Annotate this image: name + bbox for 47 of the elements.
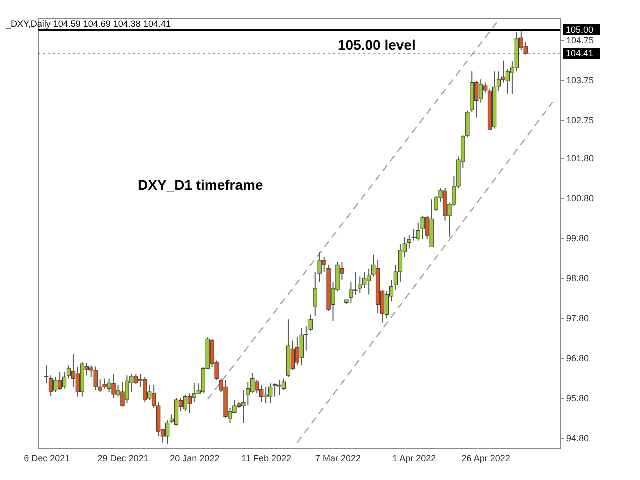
y-tick-label: 99.80 bbox=[566, 234, 590, 244]
candlestick bbox=[192, 383, 197, 402]
y-tick-label: 94.80 bbox=[566, 434, 590, 444]
candlestick bbox=[524, 42, 528, 56]
x-tick-label: 1 Apr 2022 bbox=[392, 454, 436, 464]
candlestick bbox=[62, 372, 67, 390]
ref-line-label: 105.00 bbox=[566, 25, 594, 35]
candlestick bbox=[268, 383, 273, 404]
candlestick bbox=[282, 378, 286, 391]
y-tick-label: 104.75 bbox=[566, 36, 594, 46]
candlestick bbox=[295, 337, 300, 366]
candlestick bbox=[501, 60, 506, 84]
y-tick-label: 95.80 bbox=[566, 394, 590, 404]
candlestick bbox=[183, 394, 188, 412]
candlestick bbox=[44, 365, 49, 384]
candlestick bbox=[496, 71, 502, 92]
x-tick-label: 20 Jan 2022 bbox=[170, 454, 220, 464]
y-tick-label: 98.80 bbox=[566, 274, 590, 284]
y-tick-label: 100.80 bbox=[566, 194, 594, 204]
candlestick bbox=[48, 375, 54, 397]
candlestick bbox=[76, 366, 80, 398]
x-tick-label: 29 Dec 2021 bbox=[98, 454, 149, 464]
candlestick bbox=[53, 376, 58, 392]
annotation: 105.00 level bbox=[338, 37, 416, 53]
y-tick-label: 102.75 bbox=[566, 116, 594, 126]
candlestick bbox=[398, 244, 403, 282]
candlestick bbox=[188, 393, 192, 414]
annotation: DXY_D1 timeframe bbox=[138, 177, 264, 193]
candlestick bbox=[259, 384, 264, 402]
candlestick bbox=[66, 365, 72, 380]
candlestick bbox=[506, 69, 510, 95]
candlestick bbox=[478, 79, 484, 104]
y-tick-label: 97.80 bbox=[566, 314, 590, 324]
x-tick-label: 26 Apr 2022 bbox=[462, 454, 510, 464]
x-tick-label: 7 Mar 2022 bbox=[315, 454, 362, 464]
annotation: _DXY,Daily 104.59 104.69 104.38 104.41 bbox=[5, 19, 171, 29]
x-tick-label: 6 Dec 2021 bbox=[24, 454, 70, 464]
candlestick bbox=[407, 235, 412, 250]
y-tick-label: 96.80 bbox=[566, 354, 590, 364]
x-tick-label: 11 Feb 2022 bbox=[242, 454, 292, 464]
candlestick bbox=[165, 420, 170, 445]
candlestick bbox=[272, 383, 278, 398]
y-tick-label: 103.75 bbox=[566, 76, 594, 86]
y-tick-label: 101.80 bbox=[566, 154, 594, 164]
candlestick bbox=[300, 328, 304, 366]
candlestick bbox=[58, 372, 62, 391]
ref-line-label: 104.41 bbox=[566, 48, 594, 59]
